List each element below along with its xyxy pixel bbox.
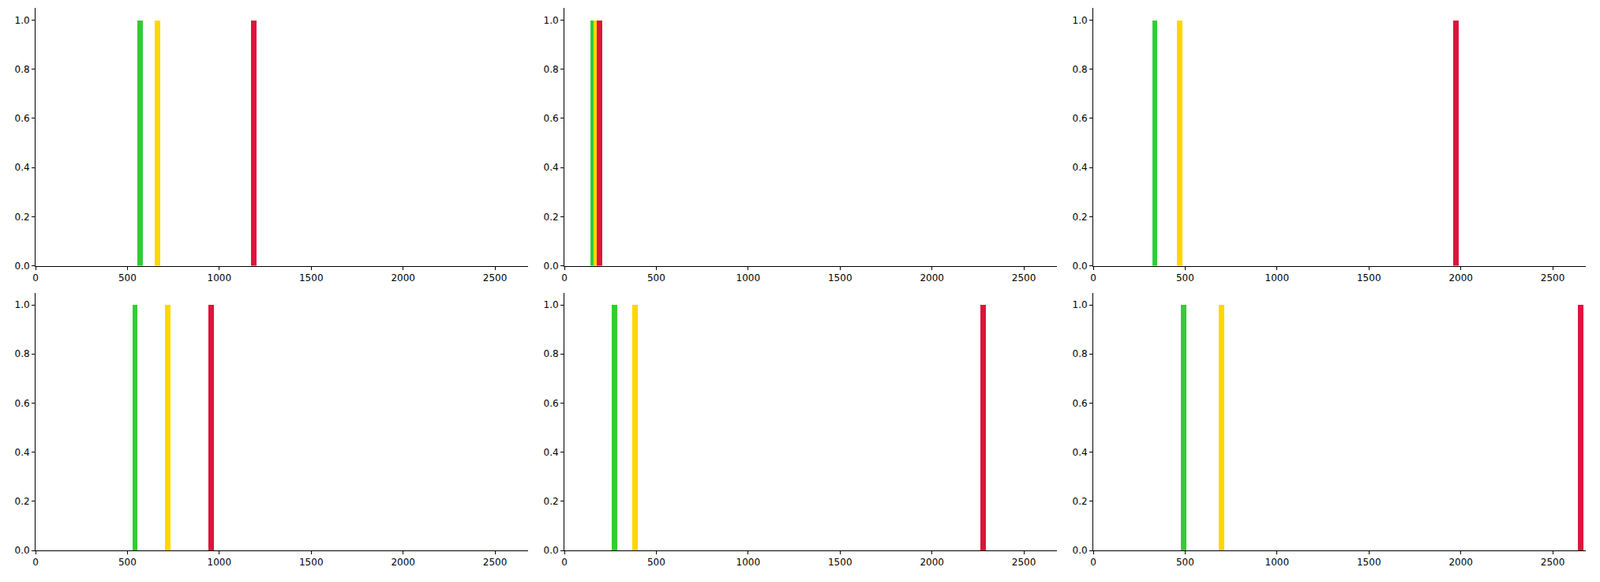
svg-text:0.6: 0.6 [543,397,559,409]
svg-text:0: 0 [561,556,568,568]
svg-text:0.6: 0.6 [1072,112,1088,124]
svg-text:0.0: 0.0 [543,260,559,272]
svg-text:2000: 2000 [390,272,416,284]
svg-text:2500: 2500 [483,556,508,568]
svg-text:0.4: 0.4 [14,161,30,173]
svg-text:0.8: 0.8 [14,63,30,75]
svg-text:0.4: 0.4 [1072,446,1088,458]
svg-text:1500: 1500 [828,272,853,284]
svg-text:2000: 2000 [1448,556,1473,568]
svg-text:1000: 1000 [207,272,233,284]
svg-text:0.6: 0.6 [14,112,30,124]
svg-text:0.6: 0.6 [1072,397,1088,409]
svg-text:1.0: 1.0 [1072,14,1088,27]
svg-text:0: 0 [561,272,568,284]
svg-text:2500: 2500 [1540,272,1566,284]
svg-text:0.2: 0.2 [14,211,30,223]
svg-text:0.2: 0.2 [543,211,559,223]
svg-text:1000: 1000 [1265,556,1290,568]
svg-text:0.8: 0.8 [543,63,559,75]
svg-text:2000: 2000 [1448,272,1473,284]
svg-text:0.8: 0.8 [1072,63,1088,75]
svg-text:500: 500 [1176,556,1195,568]
svg-text:0.4: 0.4 [14,446,30,458]
svg-text:1.0: 1.0 [1072,299,1088,311]
svg-text:1.0: 1.0 [543,14,559,27]
svg-text:0.8: 0.8 [14,348,30,360]
svg-text:500: 500 [1176,272,1195,284]
svg-text:2500: 2500 [1011,272,1037,284]
svg-text:0.4: 0.4 [543,161,559,173]
svg-text:1500: 1500 [1356,272,1382,284]
svg-text:2500: 2500 [1540,556,1566,568]
svg-text:1500: 1500 [299,556,324,568]
svg-text:0.0: 0.0 [14,260,30,272]
svg-text:1500: 1500 [828,556,853,568]
svg-text:0: 0 [1090,556,1097,568]
svg-text:0.2: 0.2 [1072,211,1088,223]
svg-text:0.0: 0.0 [543,544,559,556]
svg-text:500: 500 [118,556,137,568]
svg-text:1.0: 1.0 [543,299,559,311]
svg-text:500: 500 [118,272,137,284]
svg-text:0: 0 [1090,272,1097,284]
svg-text:0: 0 [32,556,39,568]
svg-text:0.6: 0.6 [14,397,30,409]
svg-text:0.0: 0.0 [14,544,30,556]
svg-text:1000: 1000 [1265,272,1290,284]
svg-text:0.2: 0.2 [543,495,559,507]
svg-text:0.2: 0.2 [1072,495,1088,507]
svg-text:1500: 1500 [299,272,324,284]
svg-text:0.4: 0.4 [543,446,559,458]
svg-text:500: 500 [647,556,666,568]
svg-text:1000: 1000 [207,556,233,568]
svg-text:2500: 2500 [1011,556,1037,568]
svg-text:0.8: 0.8 [543,348,559,360]
svg-text:0: 0 [32,272,39,284]
svg-text:0.4: 0.4 [1072,161,1088,173]
svg-text:0.2: 0.2 [14,495,30,507]
svg-text:2000: 2000 [919,272,945,284]
svg-text:1.0: 1.0 [14,299,30,311]
svg-text:2500: 2500 [483,272,508,284]
svg-text:1500: 1500 [1356,556,1382,568]
svg-text:0.0: 0.0 [1072,544,1088,556]
svg-text:0.6: 0.6 [543,112,559,124]
svg-text:1000: 1000 [736,556,761,568]
svg-text:500: 500 [647,272,666,284]
svg-text:0.8: 0.8 [1072,348,1088,360]
svg-text:0.0: 0.0 [1072,260,1088,272]
svg-text:1.0: 1.0 [14,14,30,27]
svg-text:2000: 2000 [919,556,945,568]
svg-text:2000: 2000 [390,556,416,568]
svg-text:1000: 1000 [736,272,761,284]
